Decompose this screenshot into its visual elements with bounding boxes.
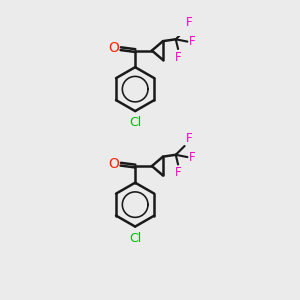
Text: F: F: [189, 35, 196, 48]
Text: F: F: [175, 166, 181, 179]
Text: O: O: [108, 41, 119, 55]
Text: O: O: [108, 157, 119, 171]
Text: Cl: Cl: [129, 116, 141, 129]
Text: F: F: [186, 132, 192, 145]
Text: Cl: Cl: [129, 232, 141, 245]
Text: F: F: [189, 151, 196, 164]
Text: F: F: [186, 16, 192, 29]
Text: F: F: [175, 51, 181, 64]
